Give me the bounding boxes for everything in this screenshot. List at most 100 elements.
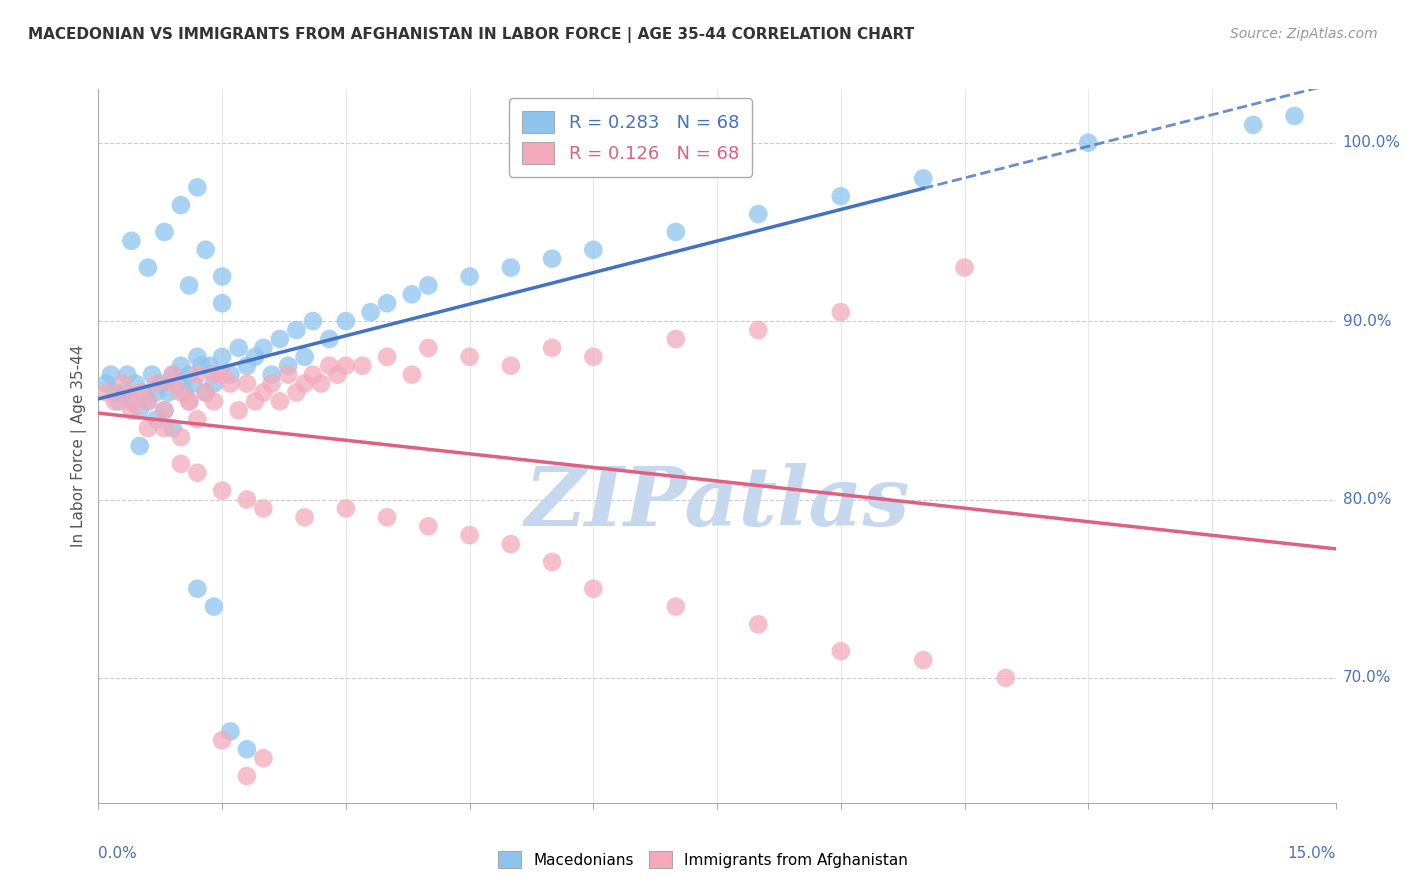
Point bbox=[136, 260, 159, 275]
Point bbox=[157, 385, 180, 400]
Point bbox=[236, 492, 259, 507]
Point bbox=[181, 376, 204, 391]
Y-axis label: In Labor Force | Age 35-44: In Labor Force | Age 35-44 bbox=[70, 345, 87, 547]
Point bbox=[285, 323, 308, 337]
Point bbox=[269, 332, 291, 346]
Point bbox=[149, 376, 172, 391]
Point bbox=[418, 341, 440, 355]
Point bbox=[401, 368, 423, 382]
Point bbox=[162, 368, 184, 382]
Point bbox=[128, 385, 150, 400]
Point bbox=[162, 368, 184, 382]
Point bbox=[294, 350, 316, 364]
Point bbox=[582, 582, 605, 596]
Point bbox=[499, 537, 522, 551]
Text: 80.0%: 80.0% bbox=[1343, 492, 1391, 507]
Point bbox=[418, 278, 440, 293]
Text: 70.0%: 70.0% bbox=[1343, 671, 1391, 685]
Point bbox=[285, 385, 308, 400]
Point bbox=[953, 260, 976, 275]
Point bbox=[136, 421, 159, 435]
Point bbox=[194, 385, 217, 400]
Point bbox=[211, 368, 233, 382]
Point bbox=[277, 368, 299, 382]
Point bbox=[252, 385, 274, 400]
Point bbox=[153, 403, 176, 417]
Point bbox=[228, 403, 250, 417]
Point bbox=[236, 376, 259, 391]
Point bbox=[294, 376, 316, 391]
Point bbox=[499, 260, 522, 275]
Text: 0.0%: 0.0% bbox=[98, 846, 138, 861]
Point bbox=[194, 243, 217, 257]
Point bbox=[170, 430, 193, 444]
Point bbox=[186, 466, 208, 480]
Point bbox=[166, 376, 188, 391]
Point bbox=[186, 368, 208, 382]
Point bbox=[100, 368, 122, 382]
Point bbox=[96, 385, 118, 400]
Point bbox=[211, 483, 233, 498]
Point bbox=[202, 394, 225, 409]
Point bbox=[145, 376, 167, 391]
Point bbox=[124, 376, 146, 391]
Point bbox=[302, 314, 325, 328]
Point bbox=[1284, 109, 1306, 123]
Point bbox=[375, 510, 398, 524]
Point bbox=[136, 394, 159, 409]
Point bbox=[186, 180, 208, 194]
Point bbox=[318, 332, 340, 346]
Point bbox=[228, 341, 250, 355]
Point bbox=[665, 599, 688, 614]
Point bbox=[309, 376, 332, 391]
Point bbox=[202, 599, 225, 614]
Point bbox=[582, 243, 605, 257]
Point bbox=[179, 394, 201, 409]
Point bbox=[302, 368, 325, 382]
Point bbox=[141, 368, 163, 382]
Text: 15.0%: 15.0% bbox=[1288, 846, 1336, 861]
Point bbox=[112, 385, 135, 400]
Point bbox=[830, 189, 852, 203]
Point bbox=[108, 394, 131, 409]
Point bbox=[269, 394, 291, 409]
Point bbox=[236, 359, 259, 373]
Point bbox=[153, 225, 176, 239]
Point bbox=[458, 269, 481, 284]
Point bbox=[132, 385, 155, 400]
Point bbox=[418, 519, 440, 533]
Point bbox=[96, 376, 118, 391]
Text: MACEDONIAN VS IMMIGRANTS FROM AFGHANISTAN IN LABOR FORCE | AGE 35-44 CORRELATION: MACEDONIAN VS IMMIGRANTS FROM AFGHANISTA… bbox=[28, 27, 914, 43]
Point bbox=[104, 394, 127, 409]
Point bbox=[830, 305, 852, 319]
Point bbox=[145, 385, 167, 400]
Point bbox=[994, 671, 1017, 685]
Point bbox=[912, 653, 935, 667]
Point bbox=[136, 394, 159, 409]
Point bbox=[326, 368, 349, 382]
Point bbox=[145, 412, 167, 426]
Point bbox=[747, 207, 769, 221]
Point bbox=[179, 278, 201, 293]
Point bbox=[458, 350, 481, 364]
Point bbox=[170, 198, 193, 212]
Point bbox=[202, 368, 225, 382]
Point bbox=[190, 359, 212, 373]
Point bbox=[112, 376, 135, 391]
Point bbox=[1077, 136, 1099, 150]
Point bbox=[375, 296, 398, 310]
Point bbox=[170, 385, 193, 400]
Point bbox=[243, 350, 266, 364]
Point bbox=[243, 394, 266, 409]
Point bbox=[499, 359, 522, 373]
Text: 100.0%: 100.0% bbox=[1343, 136, 1400, 150]
Text: Source: ZipAtlas.com: Source: ZipAtlas.com bbox=[1230, 27, 1378, 41]
Point bbox=[375, 350, 398, 364]
Point bbox=[153, 421, 176, 435]
Point bbox=[219, 376, 242, 391]
Point bbox=[260, 376, 283, 391]
Point bbox=[170, 359, 193, 373]
Point bbox=[830, 644, 852, 658]
Point bbox=[277, 359, 299, 373]
Point bbox=[335, 314, 357, 328]
